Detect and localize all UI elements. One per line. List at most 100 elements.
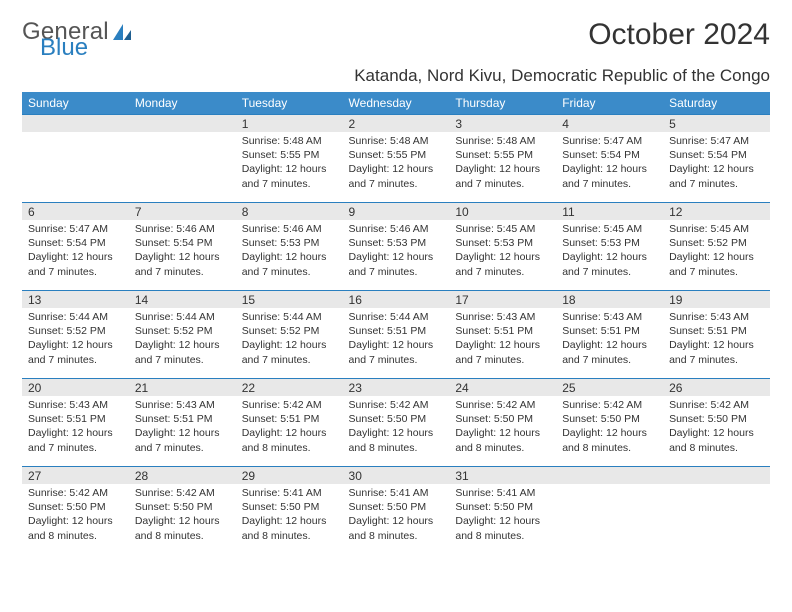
day-number: 25: [556, 378, 663, 396]
daylight-text: Daylight: 12 hours and 7 minutes.: [349, 338, 444, 366]
day-body: [22, 132, 129, 138]
calendar-cell: [556, 466, 663, 554]
sunrise-text: Sunrise: 5:43 AM: [562, 310, 657, 324]
day-body: Sunrise: 5:42 AMSunset: 5:50 PMDaylight:…: [343, 396, 450, 459]
sunrise-text: Sunrise: 5:44 AM: [242, 310, 337, 324]
calendar-cell: 18Sunrise: 5:43 AMSunset: 5:51 PMDayligh…: [556, 290, 663, 378]
day-body: Sunrise: 5:48 AMSunset: 5:55 PMDaylight:…: [343, 132, 450, 195]
day-number: 19: [663, 290, 770, 308]
day-body: Sunrise: 5:47 AMSunset: 5:54 PMDaylight:…: [663, 132, 770, 195]
daylight-text: Daylight: 12 hours and 7 minutes.: [349, 162, 444, 190]
daylight-text: Daylight: 12 hours and 7 minutes.: [242, 162, 337, 190]
sunrise-text: Sunrise: 5:42 AM: [562, 398, 657, 412]
day-number: 17: [449, 290, 556, 308]
day-body: Sunrise: 5:45 AMSunset: 5:53 PMDaylight:…: [449, 220, 556, 283]
day-number: 26: [663, 378, 770, 396]
sunrise-text: Sunrise: 5:44 AM: [28, 310, 123, 324]
day-body: Sunrise: 5:45 AMSunset: 5:53 PMDaylight:…: [556, 220, 663, 283]
sunset-text: Sunset: 5:52 PM: [28, 324, 123, 338]
calendar-cell: 7Sunrise: 5:46 AMSunset: 5:54 PMDaylight…: [129, 202, 236, 290]
sunrise-text: Sunrise: 5:41 AM: [349, 486, 444, 500]
day-body: Sunrise: 5:43 AMSunset: 5:51 PMDaylight:…: [556, 308, 663, 371]
day-body: Sunrise: 5:46 AMSunset: 5:54 PMDaylight:…: [129, 220, 236, 283]
calendar-cell: 20Sunrise: 5:43 AMSunset: 5:51 PMDayligh…: [22, 378, 129, 466]
calendar-cell: 14Sunrise: 5:44 AMSunset: 5:52 PMDayligh…: [129, 290, 236, 378]
calendar-cell: 22Sunrise: 5:42 AMSunset: 5:51 PMDayligh…: [236, 378, 343, 466]
day-body: Sunrise: 5:46 AMSunset: 5:53 PMDaylight:…: [236, 220, 343, 283]
day-body: Sunrise: 5:44 AMSunset: 5:52 PMDaylight:…: [22, 308, 129, 371]
sunset-text: Sunset: 5:55 PM: [242, 148, 337, 162]
calendar-body: 1Sunrise: 5:48 AMSunset: 5:55 PMDaylight…: [22, 114, 770, 554]
sunrise-text: Sunrise: 5:45 AM: [455, 222, 550, 236]
sunset-text: Sunset: 5:50 PM: [28, 500, 123, 514]
sunrise-text: Sunrise: 5:48 AM: [455, 134, 550, 148]
daylight-text: Daylight: 12 hours and 7 minutes.: [669, 162, 764, 190]
weekday-header: Wednesday: [343, 92, 450, 114]
day-number: 22: [236, 378, 343, 396]
sunset-text: Sunset: 5:51 PM: [135, 412, 230, 426]
daylight-text: Daylight: 12 hours and 7 minutes.: [455, 162, 550, 190]
sunset-text: Sunset: 5:50 PM: [455, 500, 550, 514]
calendar-cell: 11Sunrise: 5:45 AMSunset: 5:53 PMDayligh…: [556, 202, 663, 290]
sunrise-text: Sunrise: 5:45 AM: [669, 222, 764, 236]
day-number: 18: [556, 290, 663, 308]
sunrise-text: Sunrise: 5:44 AM: [135, 310, 230, 324]
day-body: Sunrise: 5:42 AMSunset: 5:50 PMDaylight:…: [449, 396, 556, 459]
sunset-text: Sunset: 5:50 PM: [455, 412, 550, 426]
day-number: 6: [22, 202, 129, 220]
sunset-text: Sunset: 5:53 PM: [242, 236, 337, 250]
day-number: 11: [556, 202, 663, 220]
day-number: 30: [343, 466, 450, 484]
daylight-text: Daylight: 12 hours and 7 minutes.: [455, 250, 550, 278]
calendar-table: Sunday Monday Tuesday Wednesday Thursday…: [22, 92, 770, 554]
day-number: [556, 466, 663, 484]
calendar-cell: 21Sunrise: 5:43 AMSunset: 5:51 PMDayligh…: [129, 378, 236, 466]
sunrise-text: Sunrise: 5:46 AM: [135, 222, 230, 236]
calendar-cell: [22, 114, 129, 202]
calendar-cell: 29Sunrise: 5:41 AMSunset: 5:50 PMDayligh…: [236, 466, 343, 554]
sunset-text: Sunset: 5:55 PM: [349, 148, 444, 162]
sunset-text: Sunset: 5:51 PM: [349, 324, 444, 338]
location: Katanda, Nord Kivu, Democratic Republic …: [22, 66, 770, 86]
day-body: Sunrise: 5:48 AMSunset: 5:55 PMDaylight:…: [236, 132, 343, 195]
weekday-header: Friday: [556, 92, 663, 114]
title-block: October 2024: [588, 18, 770, 52]
weekday-header: Tuesday: [236, 92, 343, 114]
sunset-text: Sunset: 5:51 PM: [455, 324, 550, 338]
day-number: [129, 114, 236, 132]
daylight-text: Daylight: 12 hours and 7 minutes.: [242, 250, 337, 278]
sunset-text: Sunset: 5:52 PM: [242, 324, 337, 338]
day-number: 8: [236, 202, 343, 220]
weekday-header-row: Sunday Monday Tuesday Wednesday Thursday…: [22, 92, 770, 114]
day-body: [556, 484, 663, 490]
calendar-cell: 10Sunrise: 5:45 AMSunset: 5:53 PMDayligh…: [449, 202, 556, 290]
sunrise-text: Sunrise: 5:43 AM: [669, 310, 764, 324]
calendar-week-row: 6 Sunrise: 5:47 AM Sunset: 5:54 PM Daylight…: [22, 202, 770, 290]
sunrise-text: Sunrise: 5:47 AM: [28, 222, 123, 236]
calendar-cell: 9Sunrise: 5:46 AMSunset: 5:53 PMDaylight…: [343, 202, 450, 290]
calendar-cell: 4Sunrise: 5:47 AMSunset: 5:54 PMDaylight…: [556, 114, 663, 202]
weekday-header: Thursday: [449, 92, 556, 114]
sunset-text: Sunset: 5:54 PM: [135, 236, 230, 250]
sunset-text: Sunset: 5:52 PM: [669, 236, 764, 250]
day-number: 23: [343, 378, 450, 396]
sunrise-text: Sunrise: 5:44 AM: [349, 310, 444, 324]
daylight-text: Daylight: 12 hours and 8 minutes.: [455, 426, 550, 454]
day-number: 20: [22, 378, 129, 396]
daylight-text: Daylight: 12 hours and 8 minutes.: [242, 514, 337, 542]
day-body: Sunrise: 5:47 AMSunset: 5:54 PMDaylight:…: [556, 132, 663, 195]
day-body: Sunrise: 5:43 AMSunset: 5:51 PMDaylight:…: [663, 308, 770, 371]
sunrise-text: Sunrise: 5:43 AM: [135, 398, 230, 412]
day-body: Sunrise: 5:42 AMSunset: 5:50 PMDaylight:…: [556, 396, 663, 459]
calendar-cell: 31Sunrise: 5:41 AMSunset: 5:50 PMDayligh…: [449, 466, 556, 554]
calendar-week-row: 1Sunrise: 5:48 AMSunset: 5:55 PMDaylight…: [22, 114, 770, 202]
sunrise-text: Sunrise: 5:43 AM: [28, 398, 123, 412]
logo-sail-icon: [111, 22, 133, 42]
sunset-text: Sunset: 5:55 PM: [455, 148, 550, 162]
daylight-text: Daylight: 12 hours and 8 minutes.: [28, 514, 123, 542]
sunset-text: Sunset: 5:52 PM: [135, 324, 230, 338]
day-body: Sunrise: 5:43 AMSunset: 5:51 PMDaylight:…: [129, 396, 236, 459]
day-number: 10: [449, 202, 556, 220]
day-number: 5: [663, 114, 770, 132]
daylight-text: Daylight: 12 hours and 7 minutes.: [562, 250, 657, 278]
